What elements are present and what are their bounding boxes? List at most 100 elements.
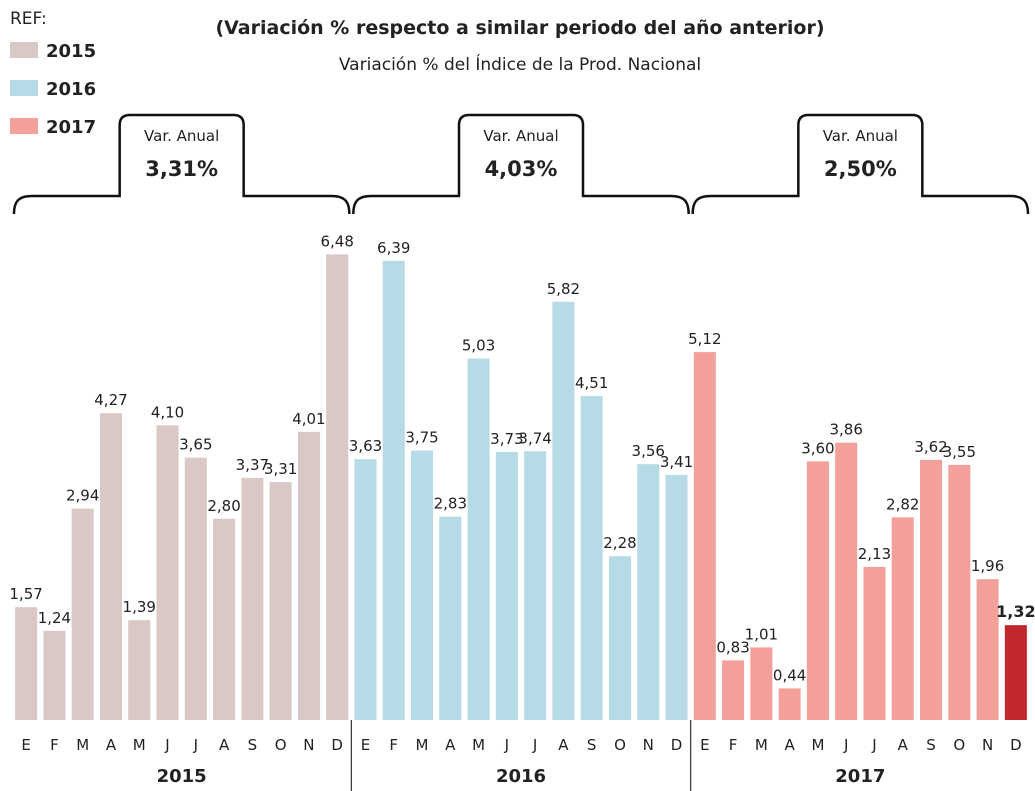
bar (891, 517, 914, 720)
annual-title: Var. Anual (144, 127, 219, 145)
bar (948, 464, 971, 720)
value-label: 2,28 (603, 534, 636, 552)
bar (241, 477, 264, 720)
bar (15, 607, 38, 720)
chart-title: (Variación % respecto a similar periodo … (215, 17, 824, 39)
value-label: 1,96 (971, 557, 1004, 575)
legend-swatch (10, 80, 38, 96)
value-label: 4,27 (94, 391, 127, 409)
x-tick-label: J (871, 736, 876, 754)
value-label: 3,56 (632, 442, 665, 460)
x-tick-label: A (898, 736, 909, 754)
legend-swatch (10, 118, 38, 134)
x-tick-label: D (1010, 736, 1022, 754)
value-label: 3,73 (490, 430, 523, 448)
bar (410, 450, 434, 720)
value-label: 5,03 (462, 337, 495, 355)
value-label: 6,39 (377, 239, 410, 257)
value-label: 3,60 (801, 439, 834, 457)
value-label: 2,80 (207, 497, 240, 515)
value-label: 3,31 (264, 460, 297, 478)
x-tick-label: A (219, 736, 230, 754)
x-tick-label: F (50, 736, 59, 754)
bar (297, 431, 320, 720)
annual-bracket (691, 113, 1030, 215)
x-tick-label: A (785, 736, 796, 754)
bar (213, 518, 236, 720)
bar (128, 620, 151, 720)
bar (71, 508, 94, 720)
bar (919, 459, 943, 720)
bar (693, 352, 716, 720)
x-tick-label: E (361, 736, 370, 754)
x-tick-label: A (445, 736, 456, 754)
x-tick-label: N (982, 736, 993, 754)
x-tick-label: M (76, 736, 89, 754)
bar (99, 413, 123, 720)
bar (439, 516, 462, 720)
value-label: 2,82 (886, 495, 919, 513)
value-label: 1,32 (996, 602, 1035, 621)
bar (722, 660, 745, 720)
chart-subtitle: Variación % del Índice de la Prod. Nacio… (339, 53, 701, 75)
x-tick-label: M (416, 736, 429, 754)
x-tick-label: M (811, 736, 824, 754)
bar (495, 451, 518, 720)
x-tick-label: O (953, 736, 965, 754)
x-tick-label: D (671, 736, 683, 754)
annual-bracket (352, 113, 690, 215)
value-label: 2,94 (66, 487, 99, 505)
x-tick-label: J (843, 736, 848, 754)
annual-bracket (12, 113, 351, 215)
value-label: 3,41 (660, 453, 693, 471)
bar (976, 579, 999, 720)
legend-label: 2015 (46, 41, 96, 62)
value-label: 1,24 (38, 609, 71, 627)
bar (665, 474, 688, 720)
bar (382, 260, 405, 720)
bar (524, 451, 547, 720)
x-tick-label: E (700, 736, 709, 754)
bar (580, 395, 603, 720)
bar (778, 688, 801, 720)
group-label: 2015 (157, 766, 207, 787)
value-label: 3,55 (943, 443, 976, 461)
value-label: 3,75 (405, 429, 438, 447)
annual-title: Var. Anual (823, 127, 898, 145)
legend-label: 2016 (46, 79, 96, 100)
x-tick-label: F (389, 736, 398, 754)
x-tick-label: S (926, 736, 936, 754)
value-label: 5,82 (547, 280, 580, 298)
value-label: 2,83 (434, 495, 467, 513)
bar (43, 630, 66, 720)
bar (1004, 625, 1027, 720)
x-tick-label: J (164, 736, 169, 754)
value-label: 4,51 (575, 374, 608, 392)
bar (184, 457, 207, 720)
annual-value: 3,31% (145, 157, 218, 181)
bar (467, 358, 490, 720)
x-tick-label: S (587, 736, 597, 754)
annual-value: 4,03% (485, 157, 558, 181)
value-label: 4,10 (151, 403, 184, 421)
annual-value: 2,50% (824, 157, 897, 181)
bar (269, 482, 292, 720)
legend-title: REF: (10, 9, 47, 29)
x-tick-label: O (614, 736, 626, 754)
bar (354, 459, 377, 720)
value-label: 0,44 (773, 666, 806, 684)
value-label: 3,86 (829, 421, 862, 439)
x-tick-label: N (303, 736, 314, 754)
bar (608, 556, 632, 720)
x-tick-label: M (755, 736, 768, 754)
value-label: 2,13 (858, 545, 891, 563)
x-tick-label: M (133, 736, 146, 754)
group-label: 2016 (496, 766, 546, 787)
value-label: 6,48 (320, 232, 353, 250)
value-label: 0,83 (716, 638, 749, 656)
group-label: 2017 (835, 766, 885, 787)
value-label: 3,65 (179, 436, 212, 454)
x-tick-label: A (106, 736, 117, 754)
x-tick-label: N (643, 736, 654, 754)
